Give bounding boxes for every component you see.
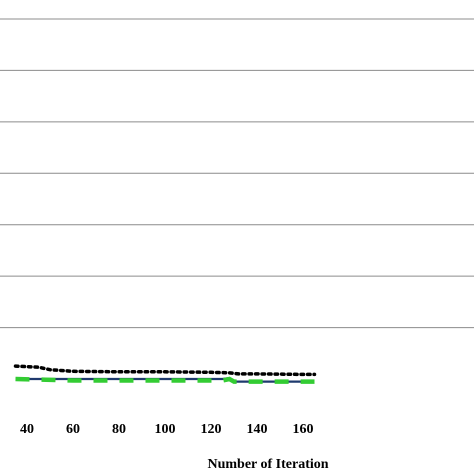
x-tick-labels: 40 60 80 100 120 140 160	[20, 422, 314, 437]
series-layer	[13, 364, 317, 384]
x-tick-label: 140	[247, 422, 268, 437]
x-axis-title: Number of Iteration	[207, 457, 328, 472]
x-tick-label: 120	[201, 422, 222, 437]
x-tick-label: 60	[66, 422, 80, 437]
x-tick-label: 80	[112, 422, 126, 437]
series-line-dashed	[15, 376, 315, 384]
x-tick-label: 160	[293, 422, 314, 437]
x-tick-label: 40	[20, 422, 34, 437]
series-line-dotted	[13, 364, 317, 377]
gridlines	[0, 18, 474, 329]
series-line-solid	[15, 376, 315, 383]
x-tick-label: 100	[155, 422, 176, 437]
